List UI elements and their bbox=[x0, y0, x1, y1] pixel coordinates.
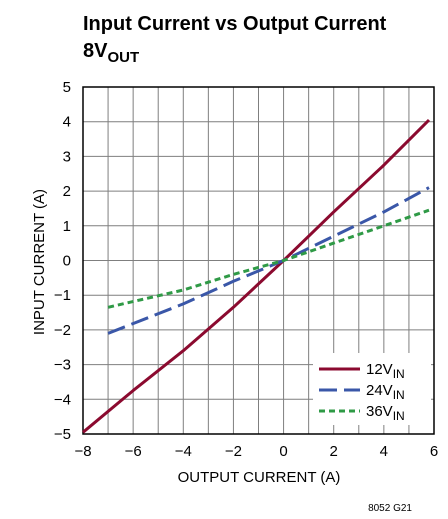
x-tick-label: −6 bbox=[125, 443, 142, 460]
series-line-12v bbox=[82, 118, 431, 434]
y-tick-label: −4 bbox=[54, 391, 71, 408]
title-line-2: 8VOUT bbox=[83, 40, 139, 66]
subtitle-sub: OUT bbox=[107, 49, 139, 66]
x-tick-label: −2 bbox=[225, 443, 242, 460]
chart-title: Input Current vs Output Current 8VOUT bbox=[83, 13, 387, 66]
y-tick-label: 4 bbox=[63, 114, 71, 131]
legend-label-36v: 36VIN bbox=[366, 403, 405, 423]
legend-label-12v: 12VIN bbox=[366, 361, 405, 381]
y-tick-label: 2 bbox=[63, 183, 71, 200]
series-line-36v bbox=[107, 208, 430, 309]
x-axis-label: OUTPUT CURRENT (A) bbox=[178, 469, 341, 486]
subtitle-main: 8V bbox=[83, 40, 108, 62]
x-tick-label: 6 bbox=[430, 443, 438, 460]
x-tick-label: −8 bbox=[74, 443, 91, 460]
x-tick-label: 0 bbox=[279, 443, 287, 460]
series-layer bbox=[82, 118, 431, 434]
y-tick-label: −1 bbox=[54, 287, 71, 304]
y-tick-label: −2 bbox=[54, 322, 71, 339]
plot-frame bbox=[82, 86, 435, 435]
title-line-1: Input Current vs Output Current bbox=[83, 13, 387, 35]
x-tick-label: 2 bbox=[330, 443, 338, 460]
x-axis-ticks: −8 −6 −4 −2 0 2 4 6 bbox=[74, 443, 438, 460]
y-tick-label: 3 bbox=[63, 148, 71, 165]
y-tick-label: −3 bbox=[54, 357, 71, 374]
x-tick-label: 4 bbox=[380, 443, 388, 460]
y-tick-label: 5 bbox=[63, 79, 71, 96]
y-axis-label: INPUT CURRENT (A) bbox=[31, 189, 48, 335]
legend-label-24v: 24VIN bbox=[366, 382, 405, 402]
y-tick-label: 0 bbox=[63, 253, 71, 270]
x-tick-label: −4 bbox=[175, 443, 192, 460]
y-axis-ticks: −5 −4 −3 −2 −1 0 1 2 3 4 5 bbox=[54, 79, 71, 443]
y-tick-label: −5 bbox=[54, 426, 71, 443]
figure-id: 8052 G21 bbox=[368, 503, 412, 514]
y-tick-label: 1 bbox=[63, 218, 71, 235]
